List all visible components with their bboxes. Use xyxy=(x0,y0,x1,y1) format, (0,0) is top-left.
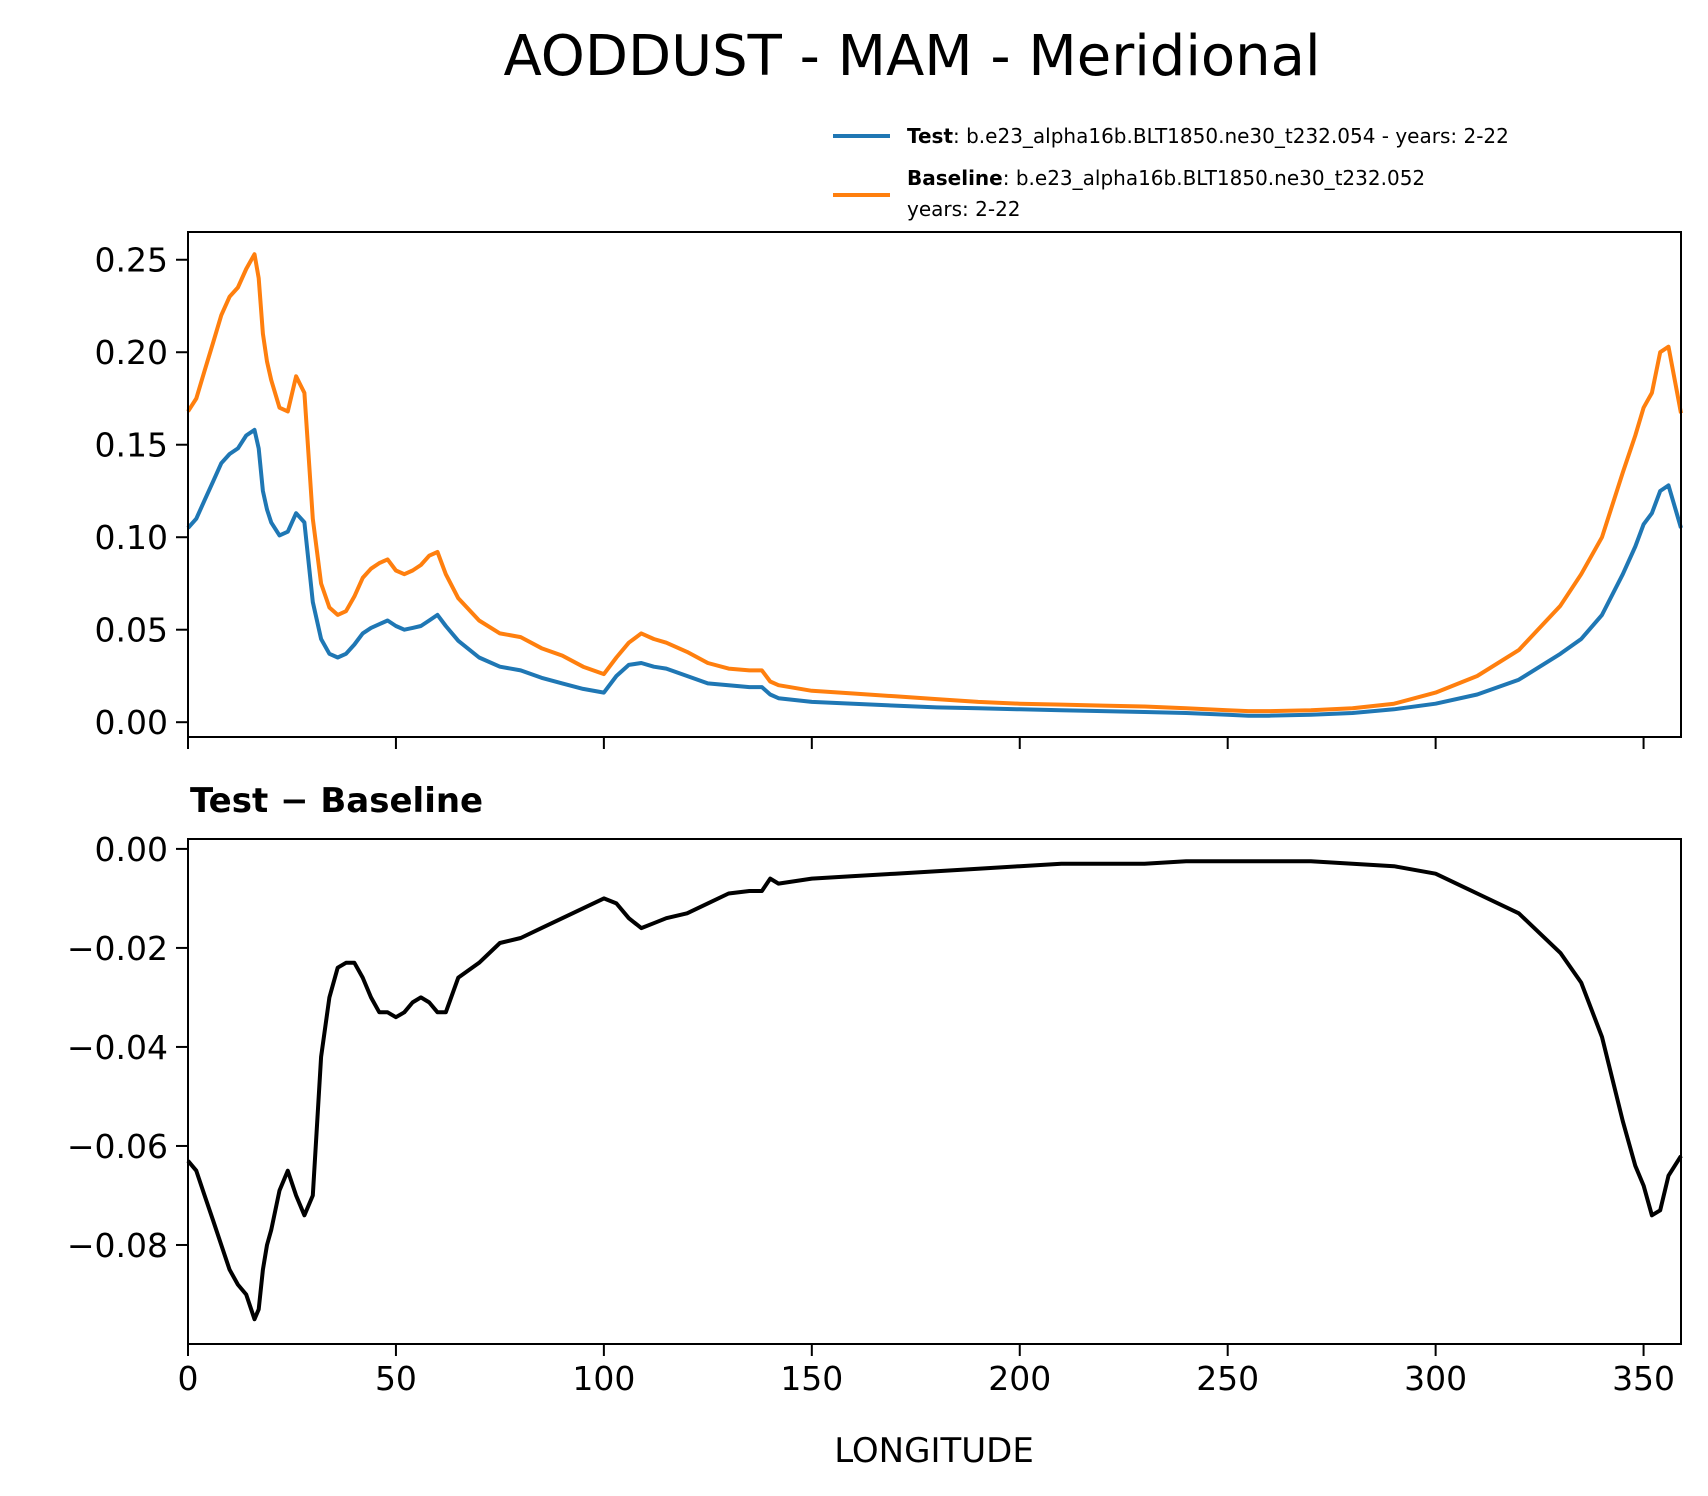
bottom-x-ticks: 0 50 100 150 200 250 300 350 xyxy=(178,1344,1675,1398)
legend-baseline-text2: years: 2-22 xyxy=(907,197,1021,221)
y-tick-label: −0.02 xyxy=(67,929,168,968)
y-tick-label: 0.00 xyxy=(95,830,168,869)
x-tick-label: 100 xyxy=(572,1359,635,1398)
x-tick-label: 200 xyxy=(988,1359,1051,1398)
y-tick-label: 0.00 xyxy=(95,703,168,742)
legend-baseline-label: Baseline xyxy=(907,166,1003,190)
x-tick-label: 250 xyxy=(1196,1359,1259,1398)
diff-title: Test − Baseline xyxy=(190,781,483,821)
series-line-diff xyxy=(186,859,1683,1322)
y-tick-label: −0.06 xyxy=(67,1127,168,1166)
legend-baseline-text: : b.e23_alpha16b.BLT1850.ne30_t232.052 xyxy=(1003,166,1425,190)
x-tick-label: 50 xyxy=(375,1359,417,1398)
legend-test-label: Test xyxy=(907,124,953,148)
bottom-axes-frame xyxy=(187,838,1682,1345)
y-tick-label: 0.25 xyxy=(95,241,168,280)
x-axis-label: LONGITUDE xyxy=(834,1431,1034,1471)
y-tick-label: 0.20 xyxy=(95,333,168,372)
top-y-ticks: 0.00 0.05 0.10 0.15 0.20 0.25 xyxy=(95,241,188,742)
top-axes-frame xyxy=(187,231,1682,738)
y-tick-label: 0.15 xyxy=(95,426,168,465)
top-plot-lines xyxy=(186,252,1683,718)
y-tick-label: 0.10 xyxy=(95,518,168,557)
x-tick-label: 0 xyxy=(178,1359,199,1398)
svg-text:Baseline: b.e23_alpha16b.BLT18: Baseline: b.e23_alpha16b.BLT1850.ne30_t2… xyxy=(907,166,1425,190)
y-tick-label: −0.08 xyxy=(67,1226,168,1265)
x-tick-label: 150 xyxy=(780,1359,843,1398)
chart-title: AODDUST - MAM - Meridional xyxy=(503,24,1320,89)
series-line-baseline xyxy=(186,252,1683,714)
top-x-ticks xyxy=(187,737,1645,749)
bottom-y-ticks: 0.00 −0.02 −0.04 −0.06 −0.08 xyxy=(67,830,188,1265)
x-tick-label: 300 xyxy=(1404,1359,1467,1398)
series-line-test xyxy=(186,427,1683,718)
y-tick-label: 0.05 xyxy=(95,611,168,650)
legend: Test: b.e23_alpha16b.BLT1850.ne30_t232.0… xyxy=(833,124,1509,221)
legend-test-text: : b.e23_alpha16b.BLT1850.ne30_t232.054 -… xyxy=(953,124,1509,148)
bottom-panel: 0 50 100 150 200 250 300 350 0.00 −0.02 −0.04 −0.0… xyxy=(67,830,1683,1398)
bottom-plot-lines xyxy=(186,859,1683,1322)
x-tick-label: 350 xyxy=(1612,1359,1675,1398)
top-panel: 0.00 0.05 0.10 0.15 0.20 0.25 xyxy=(95,231,1683,749)
svg-text:Test: b.e23_alpha16b.BLT1850.n: Test: b.e23_alpha16b.BLT1850.ne30_t232.0… xyxy=(907,124,1509,148)
y-tick-label: −0.04 xyxy=(67,1028,168,1067)
